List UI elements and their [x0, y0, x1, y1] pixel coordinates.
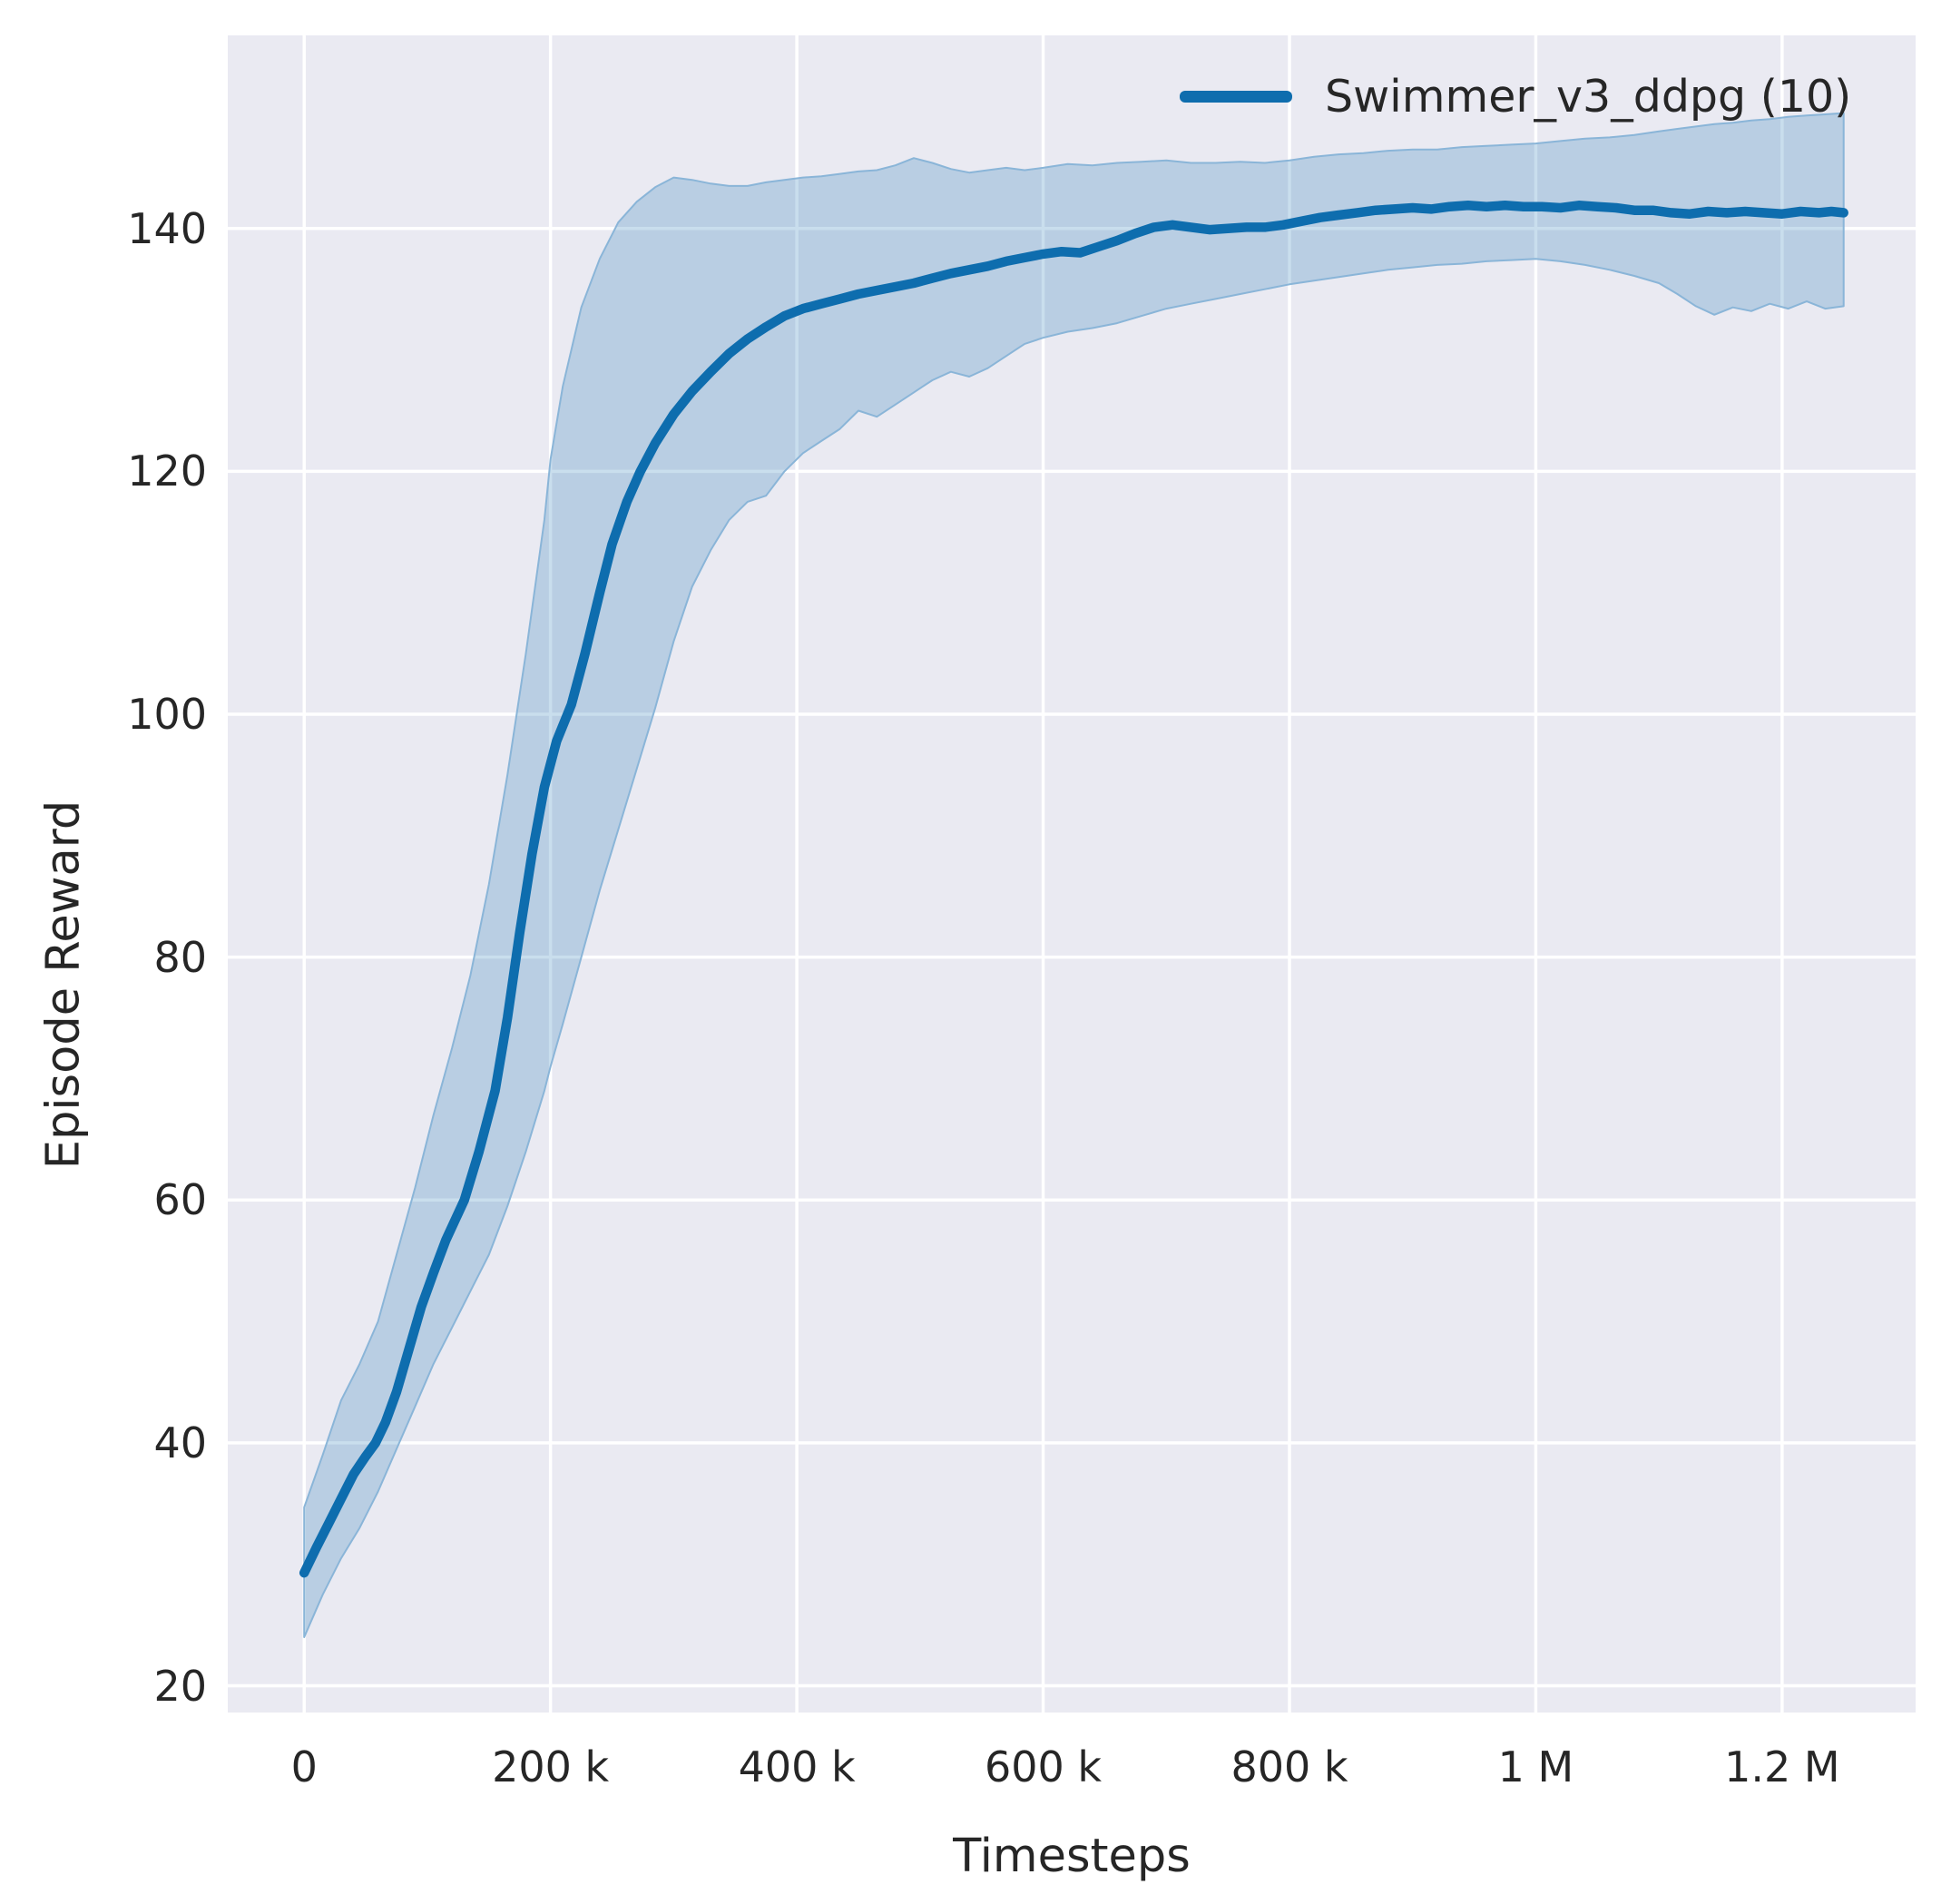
y-tick-label: 20	[153, 1661, 207, 1711]
y-axis-label: Episode Reward	[36, 800, 91, 1170]
y-tick-label: 120	[127, 447, 207, 496]
x-tick-label: 200 k	[492, 1742, 610, 1791]
x-tick-label: 1.2 M	[1724, 1742, 1840, 1791]
plot-background	[228, 35, 1916, 1713]
y-tick-label: 80	[153, 932, 207, 982]
y-tick-label: 60	[153, 1175, 207, 1225]
legend-line-swatch	[1180, 91, 1292, 103]
x-tick-label: 1 M	[1497, 1742, 1574, 1791]
x-tick-label: 400 k	[738, 1742, 856, 1791]
x-axis-label: Timesteps	[953, 1830, 1191, 1883]
y-tick-label: 100	[127, 690, 207, 740]
reward-curve	[299, 201, 1848, 1578]
legend-label: Swimmer_v3_ddpg (10)	[1325, 71, 1852, 123]
x-tick-label: 0	[290, 1742, 318, 1791]
x-tick-label: 600 k	[985, 1742, 1103, 1791]
legend: Swimmer_v3_ddpg (10)	[1180, 74, 1851, 119]
x-tick-label: 800 k	[1230, 1742, 1348, 1791]
y-tick-label: 140	[127, 203, 207, 253]
confidence-band	[303, 112, 1845, 1638]
y-tick-label: 40	[153, 1418, 207, 1467]
